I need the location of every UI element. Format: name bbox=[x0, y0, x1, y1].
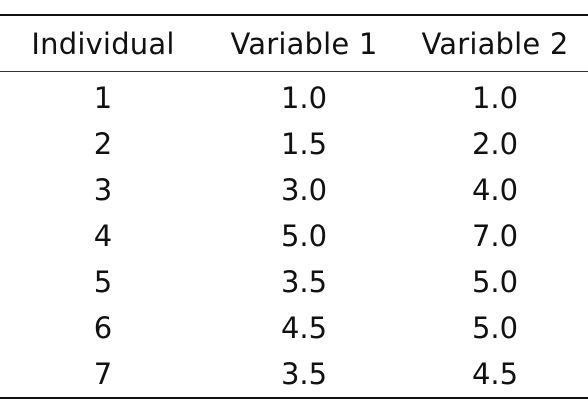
variable-2-cell: 7.0 bbox=[471, 219, 519, 253]
header-rule bbox=[0, 71, 588, 72]
variable-1-cell: 3.5 bbox=[280, 357, 328, 391]
table-row: 3 3.0 4.0 bbox=[0, 167, 588, 213]
individual-cell: 7 bbox=[93, 357, 113, 391]
individual-cell: 5 bbox=[93, 265, 113, 299]
individual-cell: 3 bbox=[93, 173, 113, 207]
variable-1-cell: 3.0 bbox=[280, 173, 328, 207]
variable-2-cell: 4.5 bbox=[471, 357, 519, 391]
variable-2-cell: 5.0 bbox=[471, 265, 519, 299]
header-row: Individual Variable 1 Variable 2 bbox=[0, 16, 588, 71]
variable-2-cell: 5.0 bbox=[471, 311, 519, 345]
column-header-individual: Individual bbox=[31, 26, 175, 61]
variable-1-cell: 5.0 bbox=[280, 219, 328, 253]
variable-1-cell: 1.5 bbox=[280, 127, 328, 161]
individual-cell: 1 bbox=[93, 81, 113, 115]
variable-1-cell: 3.5 bbox=[280, 265, 328, 299]
variable-2-cell: 4.0 bbox=[471, 173, 519, 207]
column-header-variable-1: Variable 1 bbox=[230, 26, 378, 61]
top-rule bbox=[0, 14, 588, 16]
individual-cell: 6 bbox=[93, 311, 113, 345]
table-row: 1 1.0 1.0 bbox=[0, 71, 588, 121]
table-row: 7 3.5 4.5 bbox=[0, 351, 588, 397]
variable-2-cell: 1.0 bbox=[471, 81, 519, 115]
variable-2-cell: 2.0 bbox=[471, 127, 519, 161]
bottom-rule bbox=[0, 397, 588, 399]
table-row: 6 4.5 5.0 bbox=[0, 305, 588, 351]
individual-cell: 4 bbox=[93, 219, 113, 253]
data-table: Individual Variable 1 Variable 2 1 1.0 1… bbox=[0, 16, 588, 397]
column-header-variable-2: Variable 2 bbox=[421, 26, 569, 61]
table-row: 5 3.5 5.0 bbox=[0, 259, 588, 305]
table-row: 4 5.0 7.0 bbox=[0, 213, 588, 259]
variable-1-cell: 4.5 bbox=[280, 311, 328, 345]
table-row: 2 1.5 2.0 bbox=[0, 121, 588, 167]
individual-cell: 2 bbox=[93, 127, 113, 161]
variable-1-cell: 1.0 bbox=[280, 81, 328, 115]
